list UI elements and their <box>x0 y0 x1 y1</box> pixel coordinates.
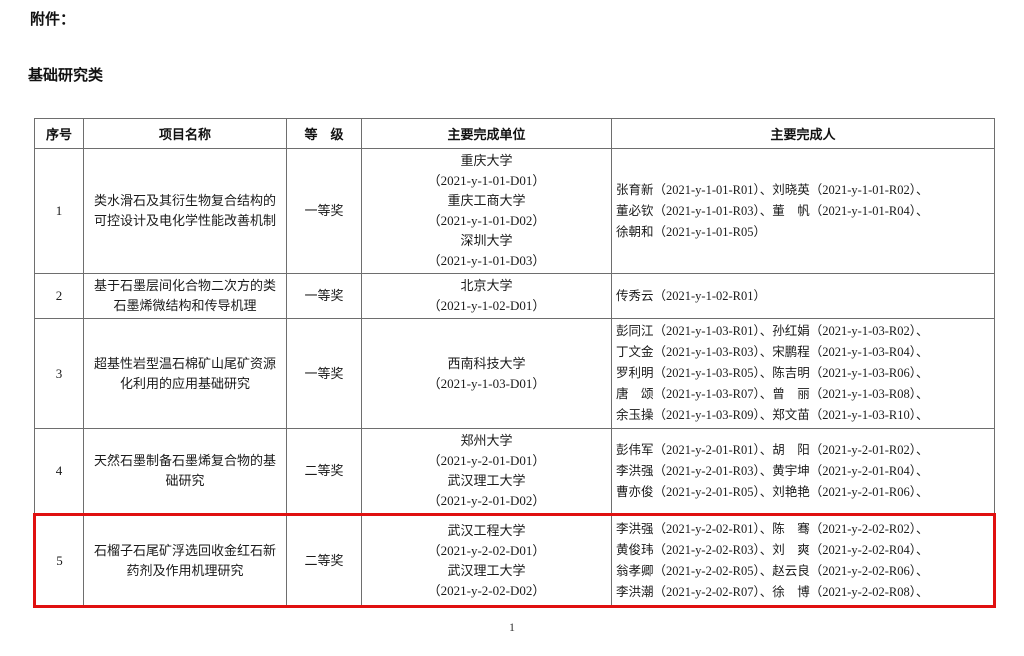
table-body: 1 类水滑石及其衍生物复合结构的可控设计及电化学性能改善机制 一等奖 重庆大学 （20… <box>33 148 996 608</box>
serial-number-cell: 1 <box>34 148 84 274</box>
table-row: 1 类水滑石及其衍生物复合结构的可控设计及电化学性能改善机制 一等奖 重庆大学 （20… <box>34 148 995 274</box>
project-name-cell: 天然石墨制备石墨烯复合物的基础研究 <box>83 428 287 515</box>
header-project-name: 项目名称 <box>83 118 287 149</box>
table-row: 3 超基性岩型温石棉矿山尾矿资源化利用的应用基础研究 一等奖 西南科技大学 （2021… <box>34 318 995 429</box>
main-completers-cell: 彭伟军（2021-y-2-01-R01）、胡 阳（2021-y-2-01-R02… <box>611 428 995 515</box>
section-title: 基础研究类 <box>28 67 104 84</box>
table-row: 2 基于石墨层间化合物二次方的类石墨烯微结构和传导机理 一等奖 北京大学 （2021-… <box>34 273 995 319</box>
header-serial-number: 序号 <box>34 118 84 149</box>
main-completers-cell: 传秀云（2021-y-1-02-R01） <box>611 273 995 319</box>
header-main-units: 主要完成单位 <box>361 118 612 149</box>
serial-number-cell: 3 <box>34 318 84 429</box>
page-number: 1 <box>509 620 515 634</box>
project-name-cell: 石榴子石尾矿浮选回收金红石新药剂及作用机理研究 <box>83 513 287 608</box>
main-completers-cell: 李洪强（2021-y-2-02-R01）、陈 骞（2021-y-2-02-R02… <box>611 513 996 608</box>
table-header-row: 序号 项目名称 等 级 主要完成单位 主要完成人 <box>34 118 995 149</box>
grade-cell: 一等奖 <box>286 318 362 429</box>
main-completers-cell: 彭同江（2021-y-1-03-R01）、孙红娟（2021-y-1-03-R02… <box>611 318 995 429</box>
header-main-completers: 主要完成人 <box>611 118 995 149</box>
grade-cell: 一等奖 <box>286 273 362 319</box>
grade-cell: 二等奖 <box>286 428 362 515</box>
main-units-cell: 北京大学 （2021-y-1-02-D01） <box>361 273 612 319</box>
main-units-cell: 武汉工程大学 （2021-y-2-02-D01） 武汉理工大学 （2021-y-… <box>361 513 612 608</box>
serial-number-cell: 4 <box>34 428 84 515</box>
table-row-highlighted: 5 石榴子石尾矿浮选回收金红石新药剂及作用机理研究 二等奖 武汉工程大学 （2021-… <box>33 513 996 608</box>
header-grade: 等 级 <box>286 118 362 149</box>
main-completers-cell: 张育新（2021-y-1-01-R01）、刘晓英（2021-y-1-01-R02… <box>611 148 995 274</box>
project-name-cell: 超基性岩型温石棉矿山尾矿资源化利用的应用基础研究 <box>83 318 287 429</box>
main-units-cell: 重庆大学 （2021-y-1-01-D01） 重庆工商大学 （2021-y-1-… <box>361 148 612 274</box>
main-units-cell: 西南科技大学 （2021-y-1-03-D01） <box>361 318 612 429</box>
awards-table: 序号 项目名称 等 级 主要完成单位 主要完成人 1 类水滑石及其衍生物复合结构的… <box>33 118 996 608</box>
serial-number-cell: 5 <box>33 513 84 608</box>
table-row: 4 天然石墨制备石墨烯复合物的基础研究 二等奖 郑州大学 （2021-y-2-01-D… <box>34 428 995 515</box>
grade-cell: 二等奖 <box>286 513 362 608</box>
project-name-cell: 类水滑石及其衍生物复合结构的可控设计及电化学性能改善机制 <box>83 148 287 274</box>
attachment-label: 附件： <box>30 11 76 28</box>
grade-cell: 一等奖 <box>286 148 362 274</box>
serial-number-cell: 2 <box>34 273 84 319</box>
project-name-cell: 基于石墨层间化合物二次方的类石墨烯微结构和传导机理 <box>83 273 287 319</box>
main-units-cell: 郑州大学 （2021-y-2-01-D01） 武汉理工大学 （2021-y-2-… <box>361 428 612 515</box>
